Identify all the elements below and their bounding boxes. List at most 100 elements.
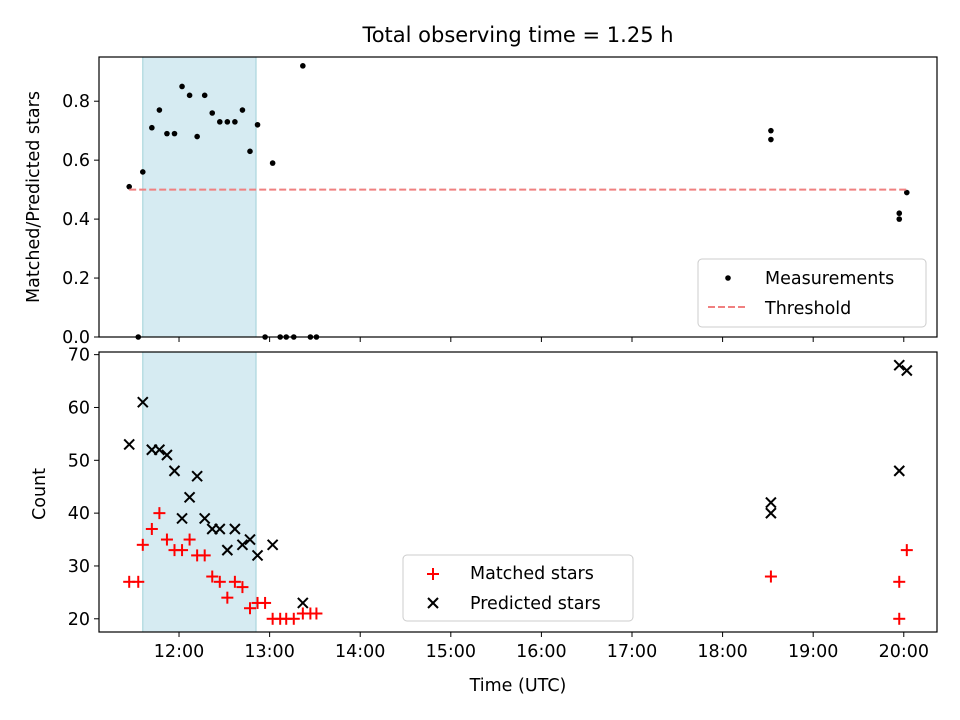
legend-matched-marker	[427, 568, 439, 580]
chart-title: Total observing time = 1.25 h	[361, 23, 673, 47]
bottom-y-tick-label: 60	[68, 398, 90, 418]
predicted-stars-point	[168, 465, 181, 477]
legend-matched-label: Matched stars	[470, 564, 594, 584]
top-y-tick-label: 0.4	[62, 210, 90, 230]
predicted-stars-point	[297, 597, 309, 609]
matched-stars-point	[136, 538, 149, 551]
legend-measurements-label: Measurements	[765, 269, 894, 289]
predicted-stars-point	[176, 512, 188, 525]
matched-stars-point	[287, 612, 300, 625]
predicted-stars-point	[183, 491, 196, 503]
count-plot-area: 20 30 40 50 60 70 12:00 13:00 14:00 15:00 16:00 17:…	[68, 346, 938, 662]
matched-stars-point	[183, 533, 196, 546]
matched-stars-point	[228, 575, 241, 588]
matched-stars-point	[145, 522, 158, 535]
bottom-x-tick-label: 16:00	[516, 642, 566, 662]
matched-stars-point	[206, 570, 219, 583]
measurement-point	[768, 127, 774, 134]
predicted-stars-point	[214, 523, 226, 535]
top-y-axis-label: Matched/Predicted stars	[24, 91, 44, 303]
predicted-stars-point	[161, 449, 173, 461]
matched-stars-point	[893, 575, 906, 588]
predicted-stars-point	[893, 465, 905, 477]
bottom-x-tick-label: 17:00	[607, 642, 657, 662]
bottom-y-tick-label: 30	[68, 557, 90, 577]
measurement-point	[194, 133, 200, 140]
predicted-stars-point	[229, 523, 241, 535]
matched-stars-point	[764, 570, 777, 583]
top-y-tick-label: 0.8	[62, 92, 90, 112]
bottom-x-tick-label: 13:00	[244, 642, 294, 662]
matched-stars-point	[243, 602, 256, 615]
bottom-legend: Matched stars Predicted stars	[402, 554, 634, 622]
measurement-point	[247, 148, 253, 155]
ratio-plot-area: 0.0 0.2 0.4 0.6 0.8	[62, 56, 938, 348]
measurement-point	[300, 63, 306, 69]
bottom-observing-window	[142, 351, 257, 633]
predicted-stars-point	[765, 507, 777, 519]
bottom-y-tick-label: 70	[68, 346, 90, 366]
bottom-x-tick-label: 18:00	[697, 642, 747, 662]
matched-stars-point	[198, 549, 211, 562]
predicted-stars-point	[221, 544, 234, 556]
measurement-point	[164, 130, 170, 137]
matched-stars-point	[176, 544, 189, 557]
bottom-y-axis-label: Count	[30, 468, 50, 520]
matched-stars-point	[153, 507, 166, 520]
measurement-point	[171, 130, 178, 137]
bottom-x-tick-label: 19:00	[788, 642, 838, 662]
matched-stars-point	[221, 591, 234, 604]
bottom-y-tick-label: 40	[68, 504, 90, 524]
bottom-y-tick-label: 20	[68, 610, 90, 630]
measurement-point	[896, 210, 903, 217]
matched-stars-point	[236, 581, 249, 594]
measurement-point	[768, 136, 774, 143]
measurement-point	[179, 83, 185, 90]
bottom-y-tick-label: 50	[68, 451, 90, 471]
measurement-point	[126, 183, 132, 190]
matched-stars-point	[893, 612, 906, 625]
top-y-tick-label: 0.6	[62, 151, 90, 171]
bottom-x-tick-label: 20:00	[879, 642, 929, 662]
bottom-x-tick-label: 14:00	[335, 642, 385, 662]
measurement-point	[224, 119, 231, 125]
top-legend: Measurements Threshold	[697, 258, 927, 328]
predicted-stars-point	[191, 470, 203, 482]
x-axis-label: Time (UTC)	[469, 676, 567, 696]
predicted-stars-point	[137, 396, 149, 408]
predicted-stars-point	[198, 512, 211, 525]
matched-stars-point	[310, 607, 323, 620]
legend-predicted-label: Predicted stars	[470, 594, 601, 614]
legend-measurements-marker	[725, 275, 731, 281]
measurement-point	[156, 107, 163, 113]
measurement-point	[139, 169, 146, 175]
matched-stars-point	[160, 533, 173, 546]
top-y-tick-label: 0.2	[62, 269, 90, 289]
bottom-legend-box	[402, 554, 634, 622]
legend-predicted-marker	[427, 597, 439, 609]
measurement-point	[149, 124, 155, 131]
measurement-point	[269, 160, 276, 166]
measurement-point	[186, 92, 193, 99]
predicted-stars-point	[236, 539, 249, 551]
predicted-stars-point	[901, 364, 913, 377]
predicted-stars-point	[244, 533, 256, 546]
legend-threshold-label: Threshold	[764, 299, 851, 319]
measurement-point	[209, 110, 216, 116]
top-y-tick-label: 0.0	[62, 328, 90, 348]
measurement-point	[232, 119, 238, 125]
predicted-stars-point	[153, 444, 166, 456]
matched-stars-point	[900, 544, 913, 557]
predicted-stars-point	[266, 539, 279, 551]
matched-stars-point	[213, 575, 226, 588]
predicted-stars-point	[251, 549, 264, 562]
predicted-stars-point	[893, 359, 905, 371]
predicted-stars-point	[123, 438, 135, 451]
top-axes-frame	[98, 56, 938, 338]
bottom-axes-frame	[98, 351, 938, 633]
matched-stars-point	[259, 596, 272, 609]
measurement-point	[216, 119, 223, 125]
top-legend-box	[697, 258, 927, 328]
measurement-point	[239, 107, 246, 113]
